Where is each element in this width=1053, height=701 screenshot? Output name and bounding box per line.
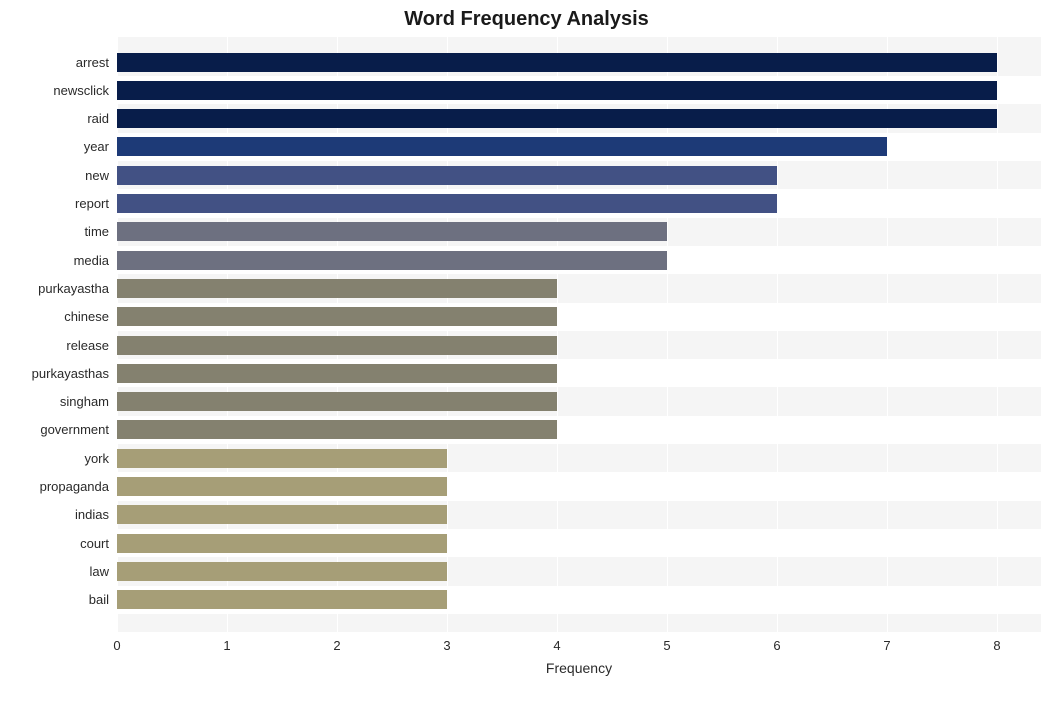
y-tick-label: chinese — [0, 309, 109, 324]
bar — [117, 251, 667, 270]
bar — [117, 137, 887, 156]
x-tick-label: 2 — [333, 638, 340, 653]
y-tick-label: york — [0, 451, 109, 466]
y-tick-label: year — [0, 139, 109, 154]
x-tick-label: 7 — [883, 638, 890, 653]
gridline — [997, 37, 998, 632]
y-tick-label: purkayastha — [0, 281, 109, 296]
bar — [117, 590, 447, 609]
y-tick-label: law — [0, 564, 109, 579]
bar — [117, 194, 777, 213]
y-tick-label: purkayasthas — [0, 366, 109, 381]
bar — [117, 505, 447, 524]
bar — [117, 222, 667, 241]
chart-title: Word Frequency Analysis — [0, 8, 1053, 31]
x-axis-title: Frequency — [117, 660, 1041, 676]
bar — [117, 109, 997, 128]
word-frequency-chart: Word Frequency Analysis 0 1 2 3 4 5 6 7 8 Freque… — [0, 0, 1053, 701]
bar — [117, 562, 447, 581]
y-tick-label: government — [0, 422, 109, 437]
bar — [117, 279, 557, 298]
x-tick-label: 4 — [553, 638, 560, 653]
y-tick-label: arrest — [0, 55, 109, 70]
x-tick-label: 8 — [993, 638, 1000, 653]
bar — [117, 477, 447, 496]
bar — [117, 392, 557, 411]
bar — [117, 53, 997, 72]
bar — [117, 307, 557, 326]
x-tick-label: 3 — [443, 638, 450, 653]
y-tick-label: new — [0, 168, 109, 183]
plot-area: 012345678 Frequency — [117, 37, 1041, 682]
y-tick-label: court — [0, 536, 109, 551]
y-tick-label: raid — [0, 111, 109, 126]
bar — [117, 336, 557, 355]
y-tick-label: propaganda — [0, 479, 109, 494]
y-tick-label: report — [0, 196, 109, 211]
bar — [117, 166, 777, 185]
y-tick-label: singham — [0, 394, 109, 409]
x-tick-label: 6 — [773, 638, 780, 653]
x-tick-label: 5 — [663, 638, 670, 653]
y-tick-label: release — [0, 338, 109, 353]
y-tick-label: time — [0, 224, 109, 239]
bar — [117, 364, 557, 383]
bar — [117, 449, 447, 468]
x-tick-label: 1 — [223, 638, 230, 653]
x-tick-label: 0 — [113, 638, 120, 653]
bar — [117, 81, 997, 100]
y-tick-label: newsclick — [0, 83, 109, 98]
y-tick-label: indias — [0, 507, 109, 522]
y-tick-label: bail — [0, 592, 109, 607]
bar — [117, 534, 447, 553]
y-tick-label: media — [0, 253, 109, 268]
bar — [117, 420, 557, 439]
